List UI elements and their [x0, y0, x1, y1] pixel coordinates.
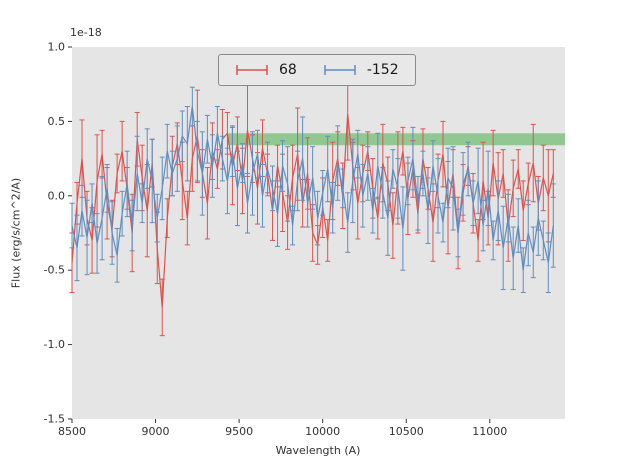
legend-label-red: 68	[279, 62, 297, 78]
series--152	[69, 86, 556, 294]
highlight-band	[227, 133, 565, 146]
legend-entry-red: 68	[235, 62, 297, 78]
x-tick-label: 9500	[225, 425, 253, 438]
series-line--152	[71, 106, 554, 271]
legend: 68 -152	[218, 54, 416, 86]
x-tick-label: 11000	[472, 425, 507, 438]
errorbar-glyph-blue-icon	[324, 65, 356, 75]
y-tick-label: 0.0	[48, 189, 66, 202]
legend-entry-blue: -152	[323, 62, 399, 78]
y-tick-label: -0.5	[44, 264, 65, 277]
y-axis-offset-text: 1e-18	[70, 26, 102, 39]
y-tick-label: 0.5	[48, 115, 66, 128]
y-axis-label: Flux (erg/s/cm^2/A)	[9, 177, 23, 289]
x-tick-label: 9000	[142, 425, 170, 438]
x-tick-label: 10000	[305, 425, 340, 438]
y-tick-label: 1.0	[48, 41, 66, 54]
plot-area	[72, 47, 565, 419]
x-tick-label: 10500	[389, 425, 424, 438]
legend-label-blue: -152	[366, 62, 399, 78]
y-tick-label: -1.0	[44, 338, 65, 351]
errorbar-glyph-red-icon	[236, 65, 268, 75]
x-axis-ticks: 8500 9000 9500 10000 10500 11000	[58, 419, 507, 438]
y-axis-ticks: -1.5 -1.0 -0.5 0.0 0.5 1.0	[44, 41, 72, 426]
x-axis-label: Wavelength (A)	[275, 444, 361, 457]
y-tick-label: -1.5	[44, 413, 65, 426]
x-tick-label: 8500	[58, 425, 86, 438]
